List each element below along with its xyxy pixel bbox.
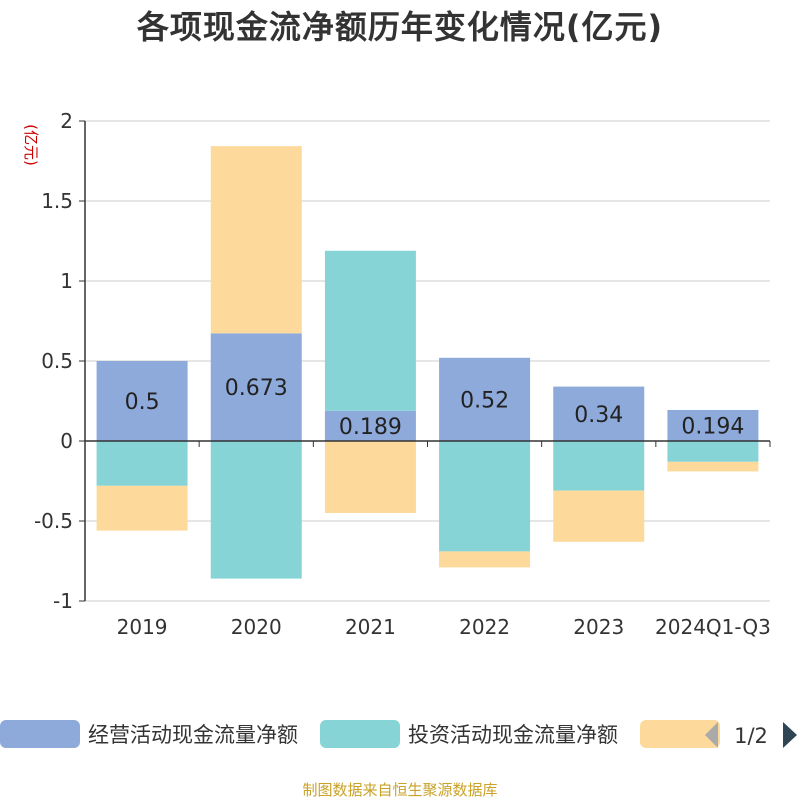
bar-series3-2022[interactable] <box>439 551 531 568</box>
data-label-operating: 0.673 <box>225 376 288 401</box>
legend-label: 经营活动现金流量净额 <box>88 723 298 747</box>
y-tick-label: 1.5 <box>41 189 73 213</box>
y-tick-label: -1 <box>53 589 73 613</box>
bar-investing-2023[interactable] <box>553 441 645 491</box>
bar-series3-2020[interactable] <box>210 146 302 334</box>
y-tick-label: -0.5 <box>34 509 73 533</box>
legend-swatch[interactable] <box>0 720 80 748</box>
bar-series3-2023[interactable] <box>553 490 645 542</box>
data-label-operating: 0.5 <box>125 390 160 415</box>
bar-investing-2021[interactable] <box>324 250 416 411</box>
y-tick-label: 2 <box>60 109 73 133</box>
y-axis-label: (亿元) <box>22 124 40 166</box>
x-tick-label: 2023 <box>573 615 624 639</box>
x-tick-label: 2022 <box>459 615 510 639</box>
legend-page-indicator: 1/2 <box>734 724 768 748</box>
data-source-note: 制图数据来自恒生聚源数据库 <box>302 781 498 799</box>
y-tick-label: 1 <box>60 269 73 293</box>
bar-operating-2019[interactable] <box>96 361 188 441</box>
y-tick-label: 0 <box>60 429 73 453</box>
bar-operating-2024Q1-Q3[interactable] <box>667 409 759 441</box>
bar-operating-2022[interactable] <box>439 357 531 441</box>
legend-next-arrow-icon[interactable] <box>783 722 797 748</box>
data-label-operating: 0.34 <box>574 403 623 428</box>
x-tick-label: 2020 <box>231 615 282 639</box>
bar-series3-2019[interactable] <box>96 485 188 531</box>
bar-investing-2020[interactable] <box>210 441 302 579</box>
bar-series3-2024Q1-Q3[interactable] <box>667 461 759 472</box>
x-tick-label: 2021 <box>345 615 396 639</box>
data-label-operating: 0.189 <box>339 415 402 440</box>
y-tick-label: 0.5 <box>41 349 73 373</box>
bar-operating-2023[interactable] <box>553 386 645 441</box>
x-tick-label: 2019 <box>117 615 168 639</box>
x-tick-label: 2024Q1-Q3 <box>655 615 771 639</box>
bar-investing-2019[interactable] <box>96 441 188 486</box>
bar-investing-2024Q1-Q3[interactable] <box>667 441 759 462</box>
data-label-operating: 0.194 <box>681 414 744 439</box>
bar-series3-2021[interactable] <box>324 441 416 513</box>
data-label-operating: 0.52 <box>460 388 509 413</box>
chart-title: 各项现金流净额历年变化情况(亿元) <box>136 8 664 46</box>
bar-operating-2021[interactable] <box>324 410 416 441</box>
legend-swatch[interactable] <box>320 720 400 748</box>
bar-operating-2020[interactable] <box>210 333 302 441</box>
bar-investing-2022[interactable] <box>439 441 531 552</box>
legend-label: 投资活动现金流量净额 <box>408 723 618 747</box>
legend-prev-arrow-icon[interactable] <box>705 722 718 748</box>
legend-swatch[interactable] <box>640 720 720 748</box>
